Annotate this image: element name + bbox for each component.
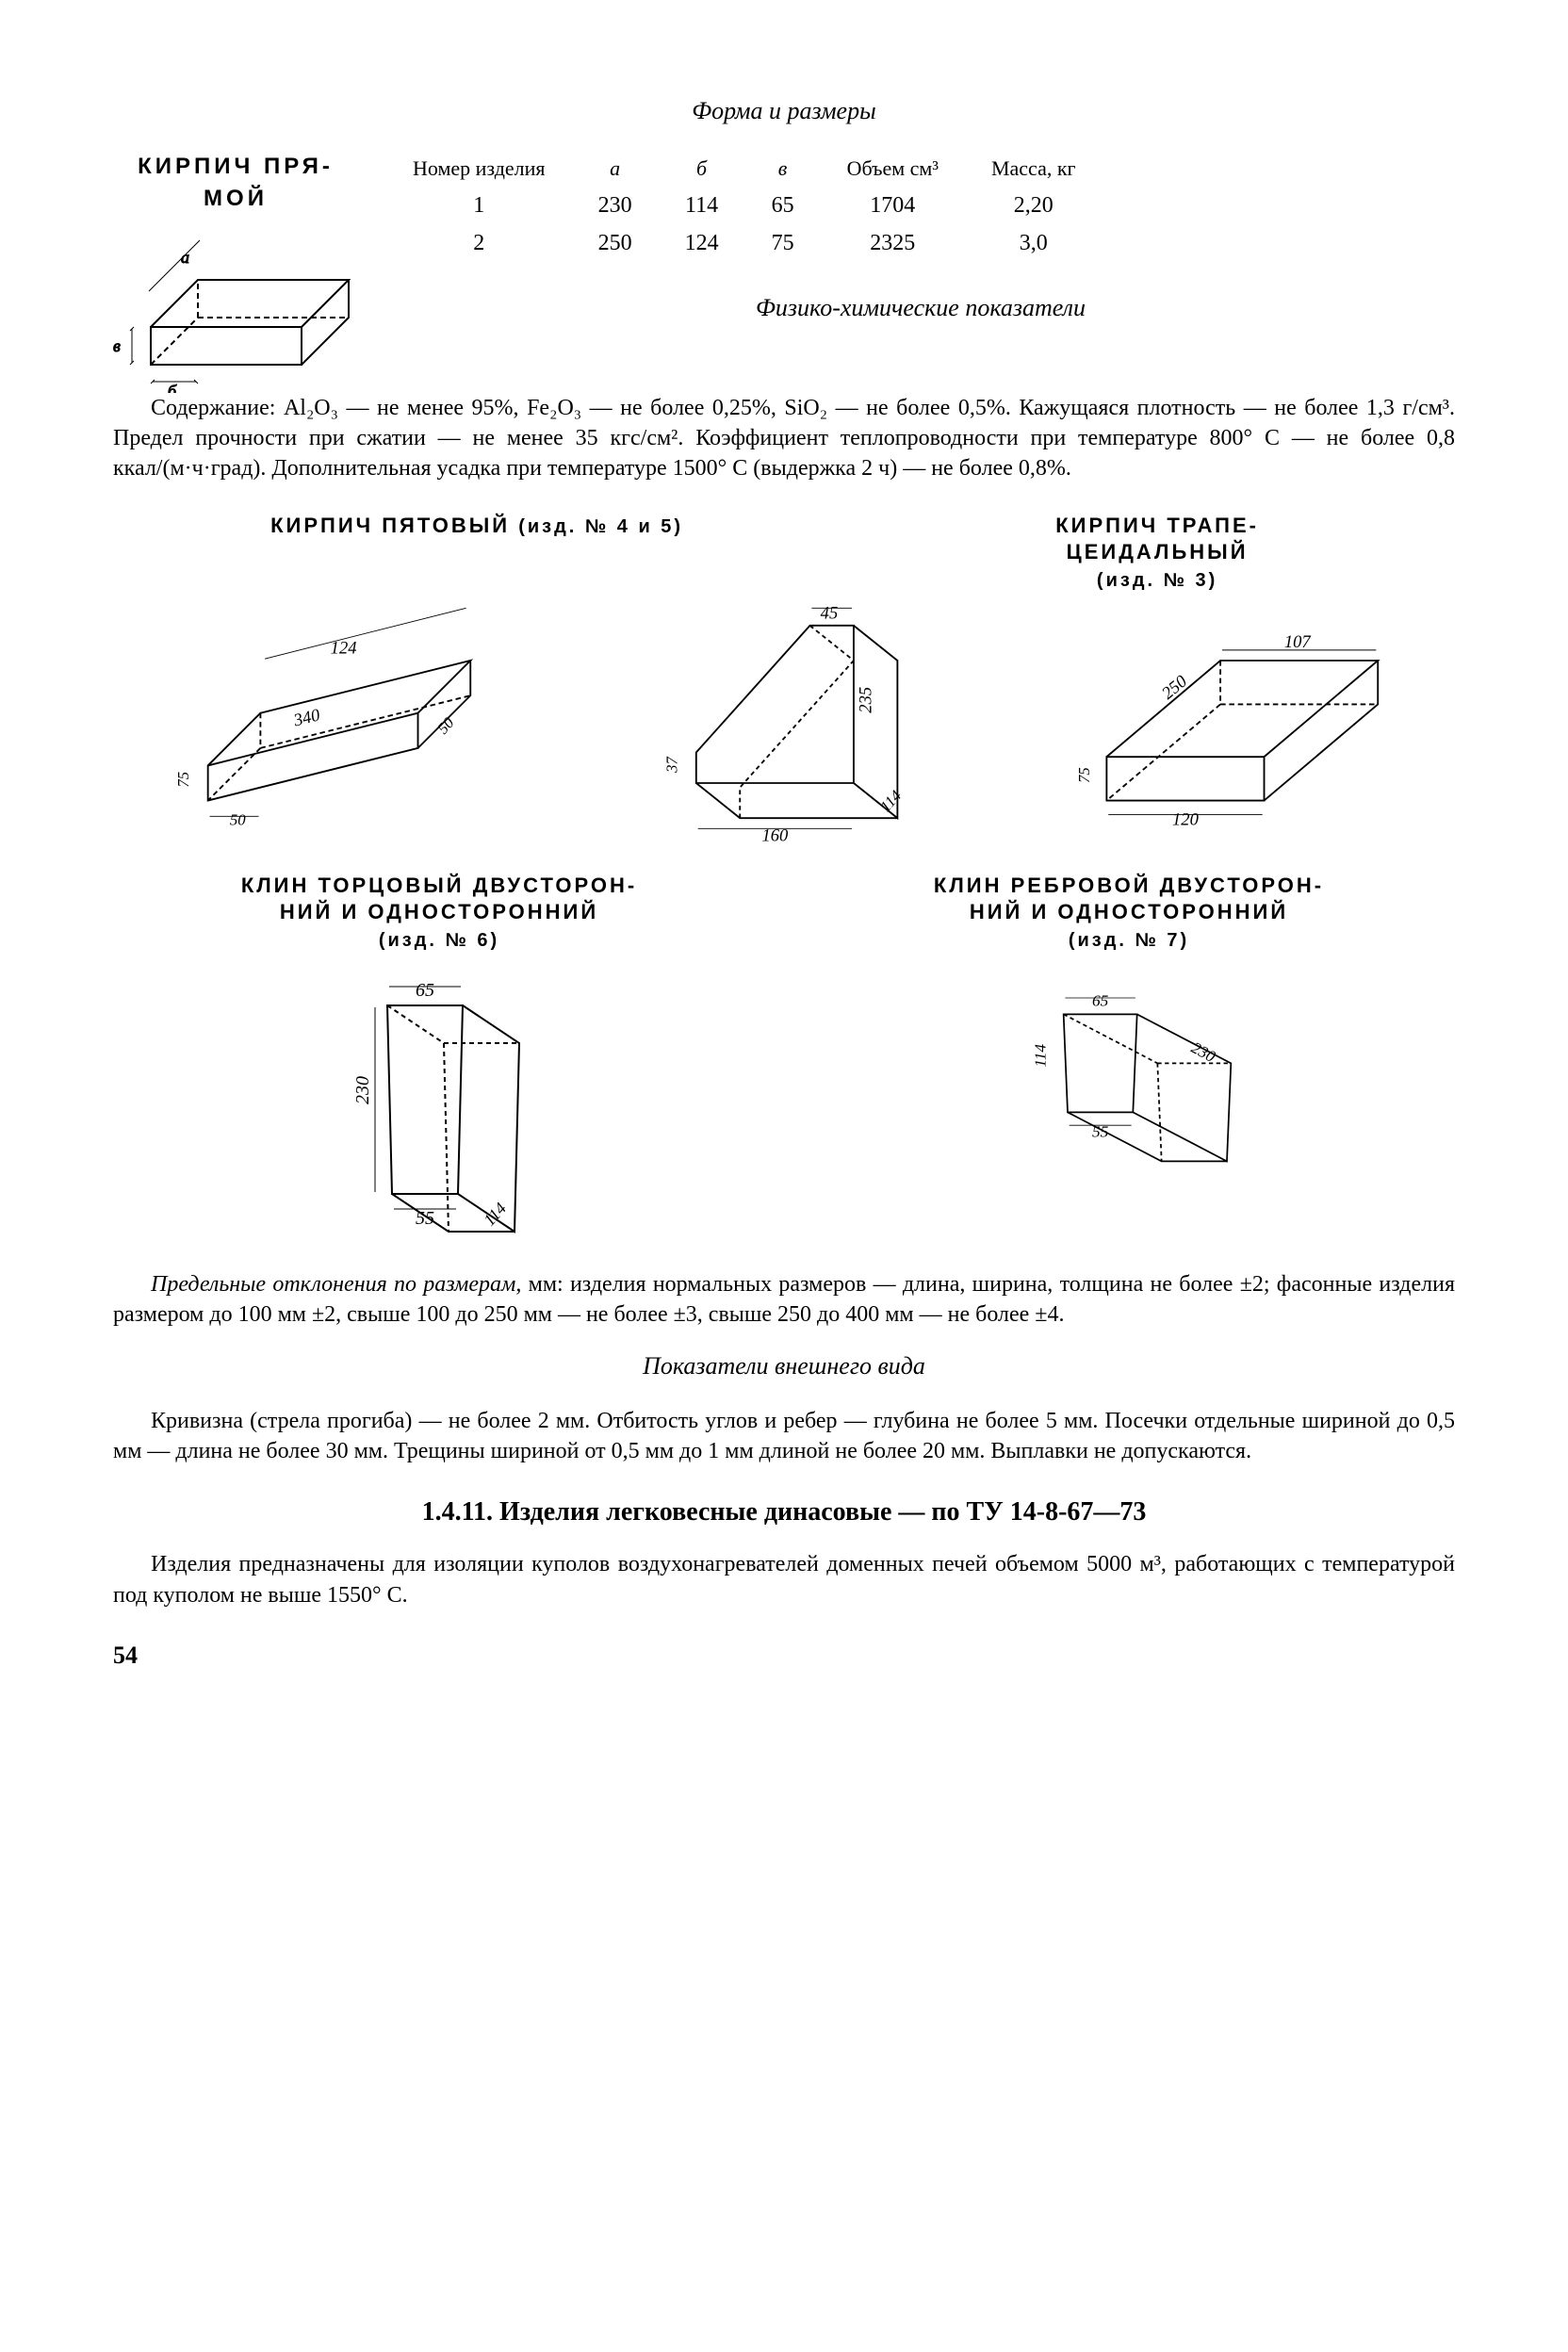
appearance-text: Кривизна (стрела прогиба) — не более 2 м…	[113, 1406, 1455, 1467]
dim-37: 37	[663, 756, 681, 773]
table-header-row: Номер изделия а б в Объем см³ Масса, кг	[386, 151, 1102, 187]
wedge-end-block: КЛИН ТОРЦОВЫЙ ДВУСТОРОН- НИЙ И ОДНОСТОРО…	[113, 873, 765, 1250]
brick-label-line1: КИРПИЧ ПРЯ-	[138, 154, 334, 179]
shapes-row: КИРПИЧ ПЯТОВЫЙ (изд. № 4 и 5) КИРПИЧ ТРА…	[113, 513, 1455, 599]
dim-a: а	[181, 248, 189, 267]
wedge-row: КЛИН ТОРЦОВЫЙ ДВУСТОРОН- НИЙ И ОДНОСТОРО…	[113, 873, 1455, 1250]
middle-diagram: 45 235 37 160 114	[566, 599, 1001, 844]
dim-50b: 50	[230, 810, 246, 828]
brick-straight-label: КИРПИЧ ПРЯ- МОЙ	[113, 151, 358, 214]
pyatovy-diagram: 124 340 75 50 50	[113, 599, 547, 844]
shapes-title: Форма и размеры	[113, 94, 1455, 127]
dim-75t: 75	[1074, 767, 1092, 783]
table-row: 2 250 124 75 2325 3,0	[386, 224, 1102, 262]
dim-114r: 114	[1032, 1044, 1050, 1068]
table-and-physchem: Номер изделия а б в Объем см³ Масса, кг …	[386, 151, 1455, 348]
wedge-end-diagram: 65 230 55 114	[317, 958, 562, 1241]
dim-50: 50	[433, 713, 458, 738]
brick-straight-diagram: а в б	[113, 223, 358, 393]
physchem-title: Физико-химические показатели	[386, 291, 1455, 324]
trapez-diagram: 107 250 75 120	[1021, 599, 1455, 844]
page-number: 54	[113, 1639, 1455, 1672]
col-v: в	[745, 151, 821, 187]
col-number: Номер изделия	[386, 151, 572, 187]
shape-pyatovy-title: КИРПИЧ ПЯТОВЫЙ (изд. № 4 и 5)	[113, 513, 841, 540]
dim-250: 250	[1158, 671, 1191, 703]
dim-v: в	[113, 336, 121, 355]
dimensions-table: Номер изделия а б в Объем см³ Масса, кг …	[386, 151, 1102, 262]
wedge-end-title: КЛИН ТОРЦОВЫЙ ДВУСТОРОН- НИЙ И ОДНОСТОРО…	[113, 873, 765, 954]
dim-45: 45	[821, 603, 839, 623]
heading-1-4-11: 1.4.11. Изделия легковесные динасовые — …	[113, 1494, 1455, 1530]
dim-107: 107	[1284, 632, 1312, 652]
deviations-label: Предельные отклонения по размерам,	[151, 1272, 521, 1297]
wedge-rib-title: КЛИН РЕБРОВОЙ ДВУСТОРОН- НИЙ И ОДНОСТОРО…	[803, 873, 1455, 954]
col-mass: Масса, кг	[965, 151, 1102, 187]
wedge-rib-diagram: 65 114 55 230	[1006, 958, 1251, 1184]
shape-trapez-title: КИРПИЧ ТРАПЕ- ЦЕИДАЛЬНЫЙ (изд. № 3)	[859, 513, 1455, 594]
col-volume: Объем см³	[821, 151, 965, 187]
deviations-text: Предельные отклонения по размерам, мм: и…	[113, 1269, 1455, 1331]
col-b: б	[659, 151, 745, 187]
shape-pyatovy-block: КИРПИЧ ПЯТОВЫЙ (изд. № 4 и 5)	[113, 513, 841, 599]
top-row: КИРПИЧ ПРЯ- МОЙ а в б	[113, 151, 1455, 402]
table-row: 1 230 114 65 1704 2,20	[386, 187, 1102, 224]
dim-340: 340	[291, 705, 323, 731]
intro-1-4-11: Изделия предназначены для изоляции купол…	[113, 1549, 1455, 1610]
dim-65: 65	[416, 980, 434, 1001]
shapes-diagrams-row: 124 340 75 50 50 45 235 37 160 114	[113, 599, 1455, 844]
dim-55: 55	[416, 1208, 434, 1229]
dim-120: 120	[1172, 809, 1200, 829]
dim-235: 235	[857, 686, 876, 712]
brick-label-line2: МОЙ	[204, 186, 268, 211]
dim-b: б	[168, 382, 177, 393]
shape-trapez-block: КИРПИЧ ТРАПЕ- ЦЕИДАЛЬНЫЙ (изд. № 3)	[859, 513, 1455, 599]
physchem-text: Содержание: Al₂O₃ — не менее 95%, Fe₂O₃ …	[113, 393, 1455, 484]
dim-230: 230	[352, 1076, 373, 1104]
appearance-title: Показатели внешнего вида	[113, 1349, 1455, 1382]
dim-75: 75	[174, 772, 192, 788]
col-a: а	[572, 151, 659, 187]
brick-straight-block: КИРПИЧ ПРЯ- МОЙ а в б	[113, 151, 358, 402]
dim-65r: 65	[1092, 992, 1109, 1010]
wedge-rib-block: КЛИН РЕБРОВОЙ ДВУСТОРОН- НИЙ И ОДНОСТОРО…	[803, 873, 1455, 1250]
dim-114m: 114	[876, 786, 905, 814]
